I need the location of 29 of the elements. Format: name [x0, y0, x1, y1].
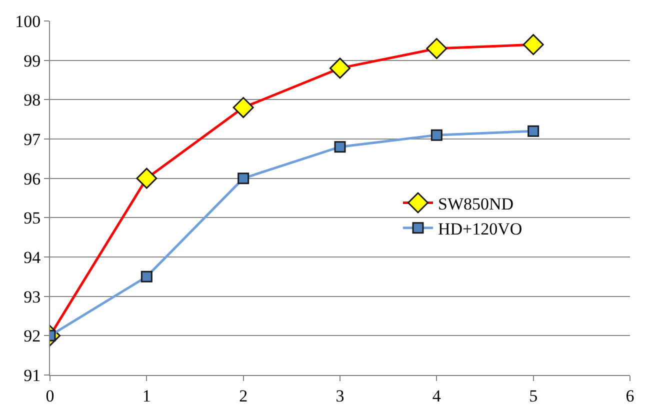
point [330, 58, 350, 79]
point [430, 129, 442, 141]
x-tick-label: 6 [626, 386, 634, 406]
point [136, 168, 158, 189]
legend-label: HD+120VO [438, 219, 522, 238]
x-tick-label: 3 [336, 386, 344, 406]
x-tick-label: 5 [529, 386, 538, 406]
point [238, 172, 250, 184]
point [334, 141, 346, 153]
point [140, 270, 152, 282]
legend-label: SW850ND [438, 194, 514, 214]
y-tick-label: 95 [24, 208, 41, 228]
point [426, 38, 448, 60]
y-tick-label: 96 [24, 169, 41, 188]
y-tick-label: 92 [24, 326, 41, 346]
y-tick-label: 100 [15, 12, 41, 31]
x-tick-label: 0 [46, 386, 54, 406]
y-tick-label: 93 [24, 287, 41, 306]
y-tick-label: 91 [24, 366, 41, 385]
x-tick-label: 2 [239, 386, 248, 406]
y-tick-label: 98 [24, 90, 41, 110]
y-tick-label: 97 [24, 130, 42, 149]
point [522, 34, 544, 56]
x-tick-label: 4 [432, 386, 442, 406]
point [528, 125, 540, 137]
point [232, 97, 254, 118]
y-tick-label: 94 [24, 248, 42, 267]
y-tick-label: 99 [24, 51, 41, 70]
x-tick-label: 1 [142, 386, 151, 406]
